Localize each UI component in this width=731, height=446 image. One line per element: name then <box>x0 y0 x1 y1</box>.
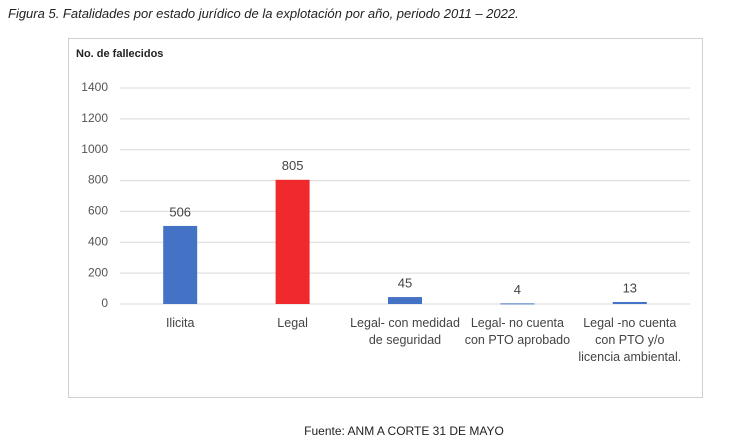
y-tick-label: 600 <box>88 204 108 218</box>
x-tick-label: Ilicita <box>165 316 195 330</box>
x-tick-label: Legal- con medidad de seguridad <box>350 316 460 347</box>
bar <box>500 303 535 305</box>
y-tick-label: 1000 <box>81 142 108 156</box>
caption: Figura 5. Fatalidades por estado jurídic… <box>8 6 519 21</box>
y-tick-label: 1200 <box>81 111 108 125</box>
source: Fuente: ANM A CORTE 31 DE MAYO <box>304 424 504 438</box>
data-label: 506 <box>169 204 191 219</box>
bar <box>612 301 647 304</box>
x-tick-label: Legal <box>277 316 308 330</box>
y-tick-label: 0 <box>101 296 108 310</box>
x-tick-label: Legal -no cuenta con PTO y/o licencia am… <box>578 316 682 364</box>
data-label: 13 <box>623 280 637 295</box>
y-tick-label: 800 <box>88 173 108 187</box>
y-axis-label: No. de fallecidos <box>76 48 164 60</box>
y-tick-label: 200 <box>88 265 108 279</box>
data-label: 805 <box>282 158 304 173</box>
bar <box>275 179 310 304</box>
data-label: 45 <box>398 275 412 290</box>
x-tick-label: Legal- no cuenta con PTO aprobado <box>464 316 571 347</box>
bar <box>163 225 198 304</box>
y-tick-label: 1400 <box>81 80 108 94</box>
chart-frame <box>68 38 703 398</box>
data-label: 4 <box>514 282 521 297</box>
y-tick-label: 400 <box>88 234 108 248</box>
bar <box>388 297 422 304</box>
